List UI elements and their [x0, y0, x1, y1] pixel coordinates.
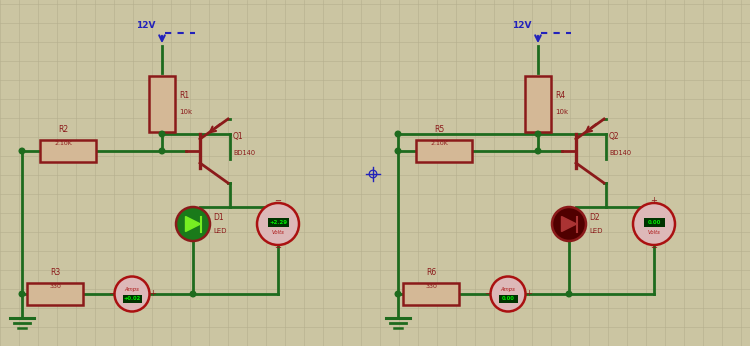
FancyBboxPatch shape: [27, 283, 83, 305]
Circle shape: [395, 148, 400, 154]
Text: 12V: 12V: [512, 21, 532, 30]
Text: 12V: 12V: [136, 21, 156, 30]
Circle shape: [395, 291, 400, 297]
Text: Volts: Volts: [647, 230, 661, 236]
Text: −: −: [108, 290, 115, 299]
Text: +: +: [525, 290, 532, 299]
Circle shape: [20, 291, 25, 297]
Text: Amps: Amps: [500, 287, 515, 292]
Circle shape: [536, 148, 541, 154]
Polygon shape: [562, 217, 577, 231]
Text: BD140: BD140: [233, 150, 255, 156]
FancyBboxPatch shape: [40, 140, 96, 162]
Circle shape: [159, 148, 165, 154]
FancyBboxPatch shape: [268, 218, 289, 227]
Text: R2: R2: [58, 125, 68, 134]
Text: LED: LED: [213, 228, 226, 234]
Circle shape: [115, 276, 149, 311]
FancyBboxPatch shape: [644, 218, 664, 227]
Text: Amps: Amps: [124, 287, 140, 292]
Text: 330: 330: [49, 284, 61, 289]
Text: +: +: [149, 290, 156, 299]
FancyBboxPatch shape: [403, 283, 459, 305]
Circle shape: [395, 131, 400, 137]
FancyBboxPatch shape: [525, 76, 551, 132]
Text: −: −: [650, 243, 658, 252]
Circle shape: [490, 276, 526, 311]
Circle shape: [536, 131, 541, 137]
Text: −: −: [274, 243, 281, 252]
Text: R1: R1: [179, 91, 189, 100]
Circle shape: [552, 207, 586, 241]
Text: 2.10K: 2.10K: [54, 141, 72, 146]
Text: +: +: [650, 196, 658, 205]
Text: Volts: Volts: [272, 230, 284, 236]
Polygon shape: [185, 217, 200, 231]
Circle shape: [566, 291, 572, 297]
Text: 0.00: 0.00: [647, 220, 661, 225]
Text: Q2: Q2: [609, 133, 619, 142]
FancyBboxPatch shape: [499, 295, 517, 303]
Circle shape: [176, 207, 210, 241]
Text: Q1: Q1: [233, 133, 244, 142]
Text: R6: R6: [426, 268, 436, 277]
Circle shape: [20, 148, 25, 154]
Circle shape: [633, 203, 675, 245]
Text: −: −: [484, 290, 491, 299]
Text: 2.10K: 2.10K: [430, 141, 448, 146]
Text: R4: R4: [555, 91, 566, 100]
Text: 0.00: 0.00: [502, 296, 515, 301]
FancyBboxPatch shape: [122, 295, 142, 303]
Text: D2: D2: [589, 213, 600, 222]
Text: +0.02: +0.02: [123, 296, 141, 301]
Circle shape: [159, 131, 165, 137]
FancyBboxPatch shape: [149, 76, 175, 132]
Text: 330: 330: [425, 284, 437, 289]
Circle shape: [257, 203, 299, 245]
Text: BD140: BD140: [609, 150, 631, 156]
Text: 10k: 10k: [179, 109, 192, 115]
Circle shape: [190, 291, 196, 297]
Text: +2.29: +2.29: [269, 220, 287, 225]
Text: 10k: 10k: [555, 109, 568, 115]
Text: R3: R3: [50, 268, 60, 277]
Text: −: −: [274, 196, 281, 205]
Text: LED: LED: [589, 228, 602, 234]
Text: R5: R5: [433, 125, 444, 134]
FancyBboxPatch shape: [416, 140, 472, 162]
Text: D1: D1: [213, 213, 223, 222]
